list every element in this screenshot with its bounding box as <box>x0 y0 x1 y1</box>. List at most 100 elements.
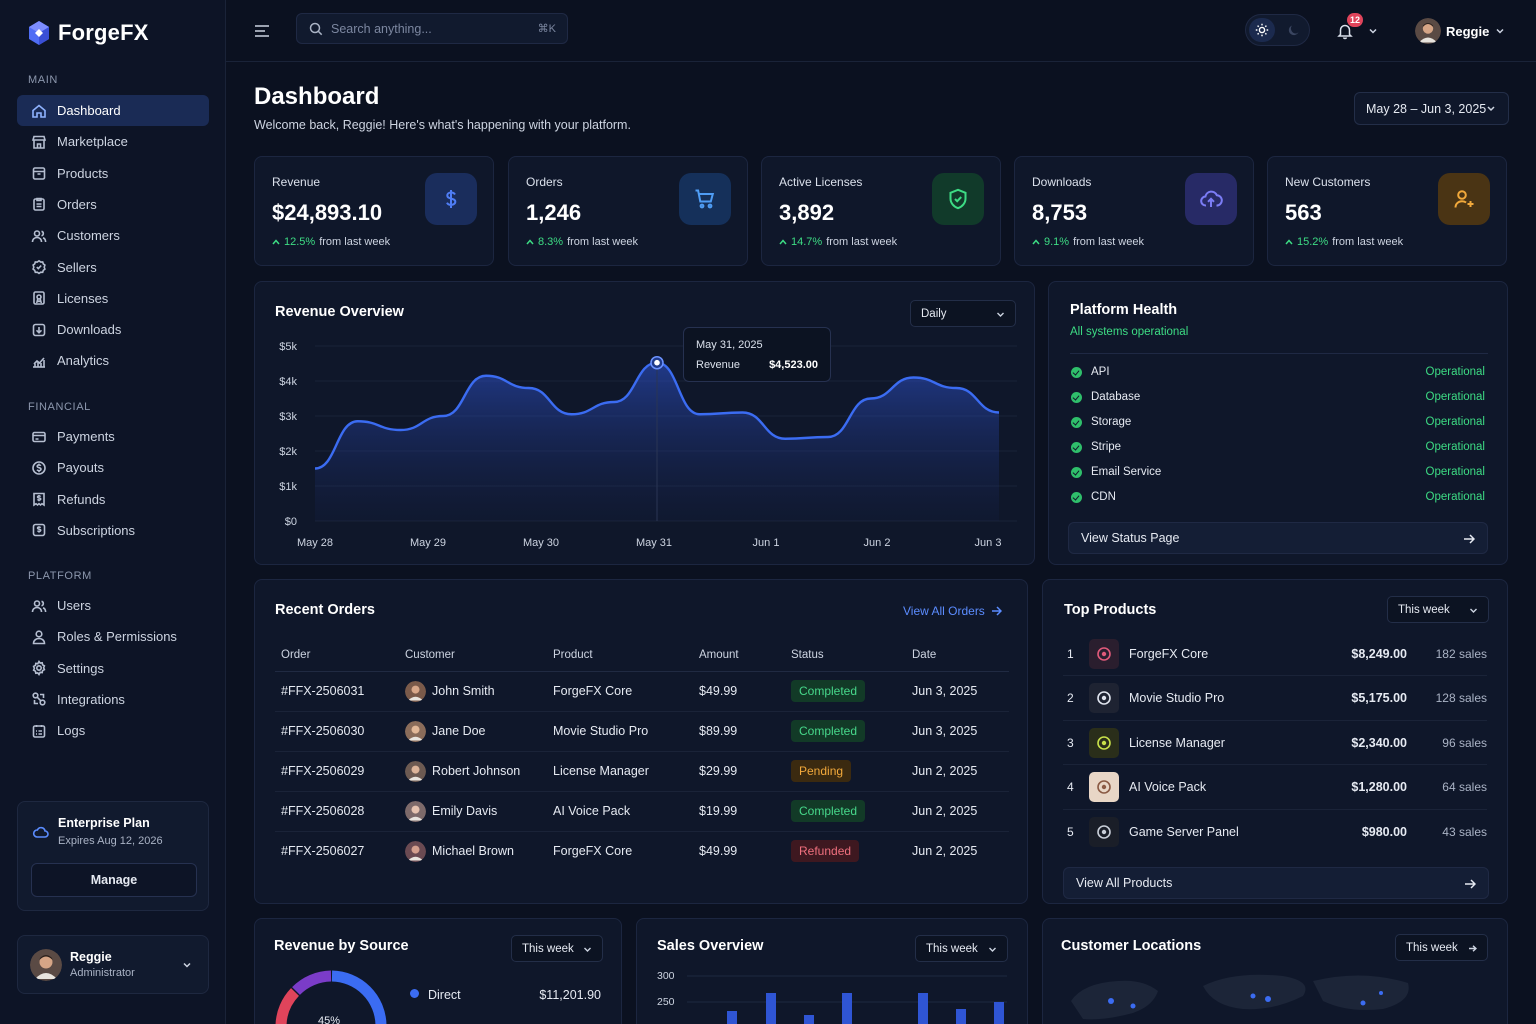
stat-card-downloads: Downloads 8,753 9.1% from last week <box>1014 156 1254 266</box>
view-all-orders-link[interactable]: View All Orders <box>903 604 1002 618</box>
sidebar-item-integrations[interactable]: Integrations <box>17 684 209 715</box>
brand-logo[interactable]: ForgeFX <box>28 20 149 46</box>
payout-icon <box>32 460 46 475</box>
tooltip-label: Revenue <box>696 359 741 371</box>
menu-icon[interactable] <box>254 24 270 38</box>
list-item[interactable]: 1 ForgeFX Core $8,249.00 182 sales <box>1063 632 1487 676</box>
table-row[interactable]: #FFX-2506031 John Smith ForgeFX Core $49.99… <box>275 671 1009 712</box>
date-range-picker[interactable]: May 28 – Jun 3, 2025 <box>1354 92 1509 125</box>
stat-card-new-customers: New Customers 563 15.2% from last week <box>1267 156 1507 266</box>
order-id[interactable]: #FFX-2506031 <box>275 671 399 712</box>
sales-y-tick-300: 300 <box>657 970 675 982</box>
customer-cell: Michael Brown <box>399 831 547 871</box>
service-name: Email Service <box>1091 466 1162 478</box>
sales-overview-card: Sales Overview This week 300 250 <box>636 918 1028 1024</box>
check-circle-icon <box>1071 466 1082 478</box>
stat-delta-suffix: from last week <box>826 236 898 248</box>
nav-section-platform: PLATFORM <box>28 570 92 582</box>
sidebar-item-label: Dashboard <box>57 103 121 118</box>
order-date: Jun 2, 2025 <box>906 751 1009 792</box>
list-item[interactable]: 4 AI Voice Pack $1,280.00 64 sales <box>1063 766 1487 810</box>
sidebar-item-licenses[interactable]: Licenses <box>17 283 209 314</box>
movie-studio-thumbnail <box>1089 683 1119 713</box>
order-id[interactable]: #FFX-2506029 <box>275 751 399 792</box>
order-id[interactable]: #FFX-2506030 <box>275 711 399 752</box>
dollar-icon <box>446 190 457 208</box>
customer-locations-period-select[interactable]: This week <box>1395 934 1488 961</box>
product-rank: 1 <box>1067 646 1074 661</box>
sidebar-item-dashboard[interactable]: Dashboard <box>17 95 209 126</box>
theme-toggle[interactable] <box>1245 14 1310 46</box>
sidebar-item-settings[interactable]: Settings <box>17 653 209 684</box>
chevron-down-icon[interactable] <box>1368 27 1378 35</box>
customer-name: John Smith <box>432 684 495 698</box>
column-header-order[interactable]: Order <box>275 640 399 672</box>
sidebar-item-downloads[interactable]: Downloads <box>17 314 209 345</box>
cloud-icon <box>32 826 49 838</box>
sidebar-item-users[interactable]: Users <box>17 590 209 621</box>
bell-icon[interactable] <box>1336 22 1354 40</box>
sidebar-user-card[interactable]: Reggie Administrator <box>17 935 209 994</box>
sidebar-item-orders[interactable]: Orders <box>17 189 209 220</box>
view-all-products-button[interactable]: View All Products <box>1063 867 1489 899</box>
list-item[interactable]: 3 License Manager $2,340.00 96 sales <box>1063 721 1487 765</box>
sidebar: ForgeFX MAIN Dashboard Marketplace Product… <box>0 0 226 1024</box>
table-header-row: Order Customer Product Amount Status Date <box>275 640 1009 672</box>
top-products-period-select[interactable]: This week <box>1387 596 1489 623</box>
status-badge: Completed <box>791 680 866 702</box>
table-row[interactable]: #FFX-2506027 Michael Brown ForgeFX Core $49… <box>275 831 1009 871</box>
x-tick-label: May 28 <box>297 537 333 549</box>
health-row-api: API Operational <box>1071 362 1485 382</box>
table-row[interactable]: #FFX-2506029 Robert Johnson License Manage… <box>275 751 1009 792</box>
sidebar-item-sellers[interactable]: Sellers <box>17 252 209 283</box>
search-bar[interactable]: ⌘K <box>296 13 568 44</box>
revenue-period-select[interactable]: Daily <box>910 300 1016 327</box>
sidebar-item-subscriptions[interactable]: Subscriptions <box>17 515 209 546</box>
avatar[interactable] <box>1415 18 1441 44</box>
sidebar-item-analytics[interactable]: Analytics <box>17 345 209 376</box>
sidebar-item-payouts[interactable]: Payouts <box>17 452 209 483</box>
chart-tooltip: May 31, 2025 Revenue $4,523.00 <box>683 327 831 382</box>
sidebar-item-roles-permissions[interactable]: Roles & Permissions <box>17 621 209 652</box>
list-item[interactable]: 2 Movie Studio Pro $5,175.00 128 sales <box>1063 677 1487 721</box>
revenue-source-period-select[interactable]: This week <box>511 935 603 962</box>
health-row-storage: Storage Operational <box>1071 412 1485 432</box>
sidebar-item-label: Refunds <box>57 491 106 507</box>
search-input[interactable] <box>331 20 521 38</box>
stat-label: Revenue <box>272 175 321 189</box>
sidebar-item-refunds[interactable]: Refunds <box>17 484 209 515</box>
sidebar-item-products[interactable]: Products <box>17 158 209 189</box>
y-tick-label: $2k <box>279 446 297 458</box>
product-icon <box>1097 735 1111 750</box>
chevron-down-icon[interactable] <box>1495 27 1505 35</box>
sidebar-item-logs[interactable]: Logs <box>17 715 209 746</box>
column-header-amount[interactable]: Amount <box>693 640 785 672</box>
service-state: Operational <box>1425 391 1485 403</box>
ai-voice-pack-thumbnail <box>1089 772 1119 802</box>
column-header-date[interactable]: Date <box>906 640 1009 672</box>
sidebar-item-customers[interactable]: Customers <box>17 220 209 251</box>
table-row[interactable]: #FFX-2506028 Emily Davis AI Voice Pack $19.… <box>275 791 1009 832</box>
manage-plan-button[interactable]: Manage <box>31 863 197 897</box>
integration-icon <box>32 692 46 706</box>
list-item[interactable]: 5 Game Server Panel $980.00 43 sales <box>1063 810 1487 854</box>
sidebar-item-marketplace[interactable]: Marketplace <box>17 126 209 157</box>
sales-bar-chart <box>687 975 1007 1024</box>
sales-overview-period-select[interactable]: This week <box>915 935 1008 962</box>
status-cell: Completed <box>785 711 906 752</box>
customer-name: Emily Davis <box>432 804 498 818</box>
topbar-user-name[interactable]: Reggie <box>1446 24 1490 39</box>
customer-cell: Jane Doe <box>399 711 547 752</box>
service-name: Database <box>1091 391 1141 403</box>
column-header-product[interactable]: Product <box>547 640 693 672</box>
view-status-page-button[interactable]: View Status Page <box>1068 522 1488 554</box>
column-header-customer[interactable]: Customer <box>399 640 547 672</box>
column-header-status[interactable]: Status <box>785 640 906 672</box>
table-row[interactable]: #FFX-2506030 Jane Doe Movie Studio Pro $89.… <box>275 711 1009 752</box>
order-id[interactable]: #FFX-2506028 <box>275 791 399 832</box>
stat-delta-suffix: from last week <box>1073 236 1144 248</box>
order-id[interactable]: #FFX-2506027 <box>281 844 365 859</box>
sidebar-item-payments[interactable]: Payments <box>17 421 209 452</box>
service-state: Operational <box>1425 466 1485 478</box>
customer-name: Robert Johnson <box>432 764 521 778</box>
